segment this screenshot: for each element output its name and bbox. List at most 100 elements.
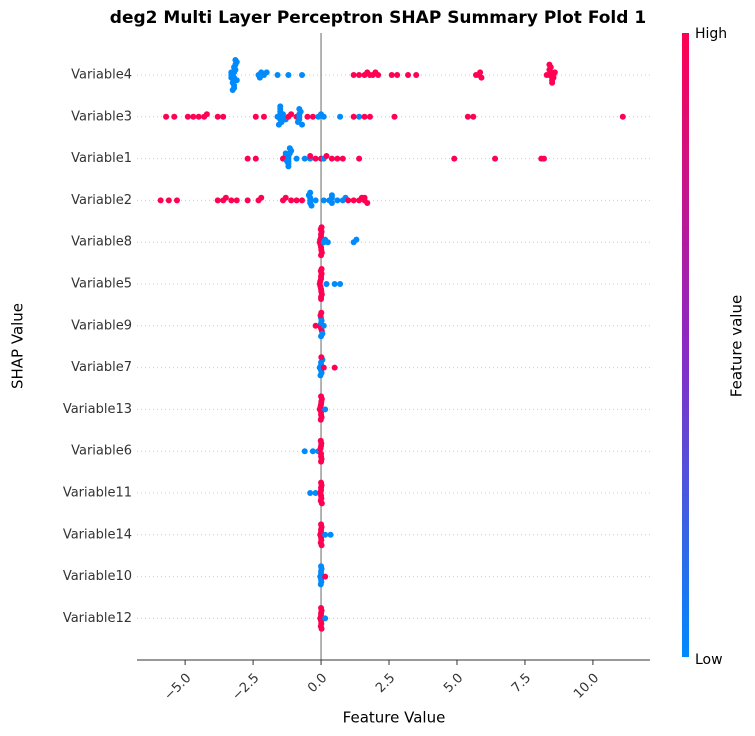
y-tick-label: Variable5 [71, 277, 132, 292]
shap-point [309, 448, 316, 455]
shap-point [451, 155, 458, 162]
shap-point [413, 72, 420, 78]
shap-point [322, 406, 329, 413]
shap-point [334, 197, 341, 204]
shap-point [350, 197, 357, 204]
x-tick-label: 2.5 [373, 671, 398, 696]
chart-title: deg2 Multi Layer Perceptron SHAP Summary… [110, 8, 646, 28]
shap-point [263, 69, 270, 76]
shap-point [288, 197, 295, 204]
y-tick-label: Variable8 [71, 235, 132, 250]
shap-point [293, 155, 300, 162]
shap-point [244, 197, 251, 204]
shap-point [228, 69, 235, 76]
shap-point [318, 296, 325, 302]
shap-point [477, 69, 484, 76]
shap-point [274, 72, 281, 78]
shap-point [318, 354, 325, 361]
shap-point [229, 87, 236, 93]
shap-point [307, 189, 314, 196]
shap-point [318, 252, 325, 259]
shap-point [165, 197, 172, 204]
y-tick-label: Variable2 [71, 193, 132, 208]
shap-point [318, 500, 325, 507]
shap-point [286, 145, 293, 152]
shap-point [328, 192, 335, 199]
shap-point [388, 72, 395, 78]
shap-point [323, 153, 330, 159]
x-tick-label: 7.5 [509, 671, 534, 696]
shap-point [318, 479, 325, 486]
shap-point [252, 113, 259, 120]
shap-point [320, 364, 327, 371]
shap-point [478, 74, 485, 81]
shap-point [309, 113, 316, 120]
shap-point [322, 615, 329, 622]
x-axis-label: Feature Value [343, 709, 446, 727]
shap-point [282, 194, 289, 201]
colorbar [682, 33, 689, 657]
shap-point [275, 121, 282, 128]
shap-point [228, 197, 235, 204]
shap-point [301, 448, 308, 455]
shap-point [322, 531, 329, 538]
shap-point [293, 197, 300, 204]
shap-point [318, 224, 325, 231]
shap-point [312, 490, 319, 496]
x-tick-label: 0.0 [305, 671, 330, 696]
shap-point [277, 103, 284, 110]
shap-point [464, 113, 471, 120]
shap-point [318, 266, 325, 272]
y-tick-label: Variable12 [63, 611, 132, 626]
shap-point [551, 69, 558, 76]
shap-point [163, 113, 170, 120]
y-tick-label: Variable4 [71, 68, 132, 83]
shap-point [244, 155, 251, 162]
shap-point [334, 155, 341, 162]
shap-point [312, 155, 319, 162]
shap-point [260, 113, 267, 120]
shap-point [364, 200, 371, 206]
shap-point [540, 155, 547, 162]
colorbar-label: Feature value [728, 295, 746, 397]
shap-point [356, 155, 363, 162]
shap-point [345, 197, 352, 204]
shap-point [470, 113, 477, 120]
shap-point [317, 416, 324, 423]
x-tick-label: 5.0 [441, 671, 466, 696]
shap-point [318, 393, 325, 400]
shap-point [317, 581, 324, 588]
shap-point [492, 155, 499, 162]
shap-point [285, 163, 292, 170]
shap-point [550, 74, 557, 81]
shap-point [318, 563, 325, 570]
shap-point [190, 113, 197, 120]
shap-point [318, 333, 325, 340]
shap-point [222, 194, 229, 201]
shap-point [228, 74, 235, 81]
shap-point [324, 239, 331, 246]
shap-point [299, 197, 306, 204]
x-tick-label: −2.5 [229, 671, 262, 704]
shap-point [322, 573, 329, 580]
shap-point [304, 113, 311, 120]
shap-point [318, 605, 325, 611]
shap-point [356, 72, 363, 78]
shap-point [320, 322, 327, 329]
shap-point [233, 197, 240, 204]
colorbar-high: High [695, 26, 727, 42]
shap-point [350, 72, 357, 78]
shap-point [173, 197, 180, 204]
shap-point [320, 197, 327, 204]
colorbar-low: Low [695, 652, 723, 668]
shap-point [220, 113, 227, 120]
shap-point [307, 153, 314, 159]
shap-point [356, 113, 363, 120]
shap-point [320, 113, 327, 120]
shap-point [337, 281, 344, 287]
x-tick-label: −5.0 [161, 671, 194, 704]
shap-point [375, 72, 382, 78]
shap-point [391, 113, 398, 120]
shap-point [195, 113, 202, 120]
